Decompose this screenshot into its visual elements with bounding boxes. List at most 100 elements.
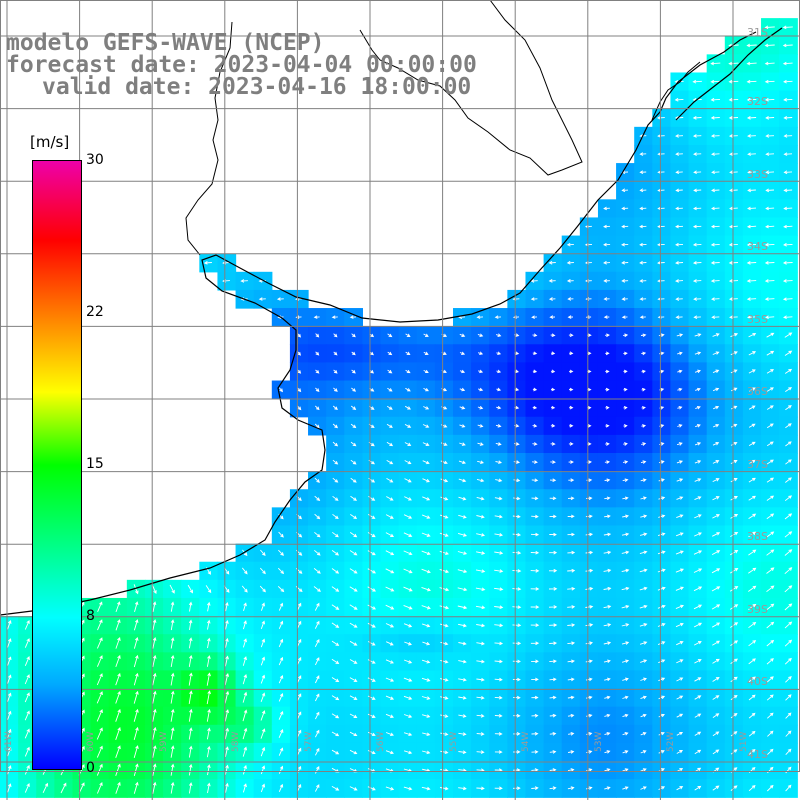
wind-arrow	[422, 460, 430, 465]
wind-arrow	[712, 695, 720, 700]
wind-arrow	[385, 732, 394, 737]
wind-arrow	[568, 460, 574, 464]
wind-arrow	[567, 695, 575, 700]
wind-arrow	[385, 677, 395, 682]
wind-arrow	[349, 315, 357, 319]
wind-arrow	[494, 677, 503, 682]
wind-arrow	[567, 786, 575, 790]
wind-arrow	[603, 641, 612, 645]
wind-arrow	[784, 549, 793, 556]
wind-arrow	[728, 61, 739, 66]
wind-arrow	[386, 405, 393, 410]
wind-arrow	[621, 568, 630, 573]
wind-arrow	[640, 768, 647, 772]
wind-arrow	[476, 514, 485, 519]
wind-arrow	[657, 550, 666, 555]
wind-arrow	[585, 786, 593, 790]
wind-arrow	[782, 297, 793, 301]
wind-arrow	[314, 675, 320, 684]
wind-arrow	[711, 297, 720, 301]
wind-arrow	[459, 387, 466, 392]
wind-arrow	[657, 568, 666, 573]
wind-arrow	[729, 170, 738, 175]
wind-arrow	[477, 442, 484, 446]
wind-arrow	[278, 549, 284, 556]
wind-arrow	[784, 495, 793, 502]
wind-arrow	[152, 745, 157, 758]
wind-arrow	[188, 690, 193, 704]
wind-arrow	[693, 568, 703, 573]
wind-arrow	[585, 568, 594, 573]
wind-arrow	[782, 43, 793, 48]
wind-arrow	[585, 641, 593, 645]
wind-arrow	[766, 549, 775, 556]
wind-arrow	[188, 763, 193, 776]
wind-arrow	[421, 550, 431, 556]
wind-arrow	[405, 369, 411, 374]
wind-arrow	[385, 659, 394, 664]
wind-arrow	[476, 786, 485, 791]
wind-arrow	[115, 763, 121, 776]
wind-arrow	[513, 478, 521, 483]
wind-arrow	[710, 116, 720, 120]
wind-arrow	[170, 672, 175, 686]
wind-arrow	[531, 768, 539, 772]
wind-arrow	[730, 622, 739, 628]
wind-arrow	[115, 654, 121, 668]
wind-arrow	[495, 442, 502, 446]
wind-arrow	[712, 460, 720, 464]
wind-arrow	[623, 442, 628, 446]
wind-arrow	[567, 532, 575, 537]
wind-arrow	[569, 405, 574, 410]
wind-arrow	[495, 460, 503, 464]
longitude-label: 55W	[449, 731, 459, 752]
wind-arrow	[692, 261, 702, 265]
wind-arrow	[550, 442, 556, 446]
wind-arrow	[676, 750, 684, 754]
wind-arrow	[603, 315, 610, 319]
wind-arrow	[259, 585, 266, 593]
wind-arrow	[693, 297, 702, 301]
wind-arrow	[657, 260, 665, 265]
wind-arrow	[277, 585, 285, 593]
colorbar-tick: 30	[86, 152, 104, 168]
wind-arrow	[458, 496, 467, 501]
title-valid-date: valid date: 2023-04-16 18:00:00	[42, 74, 472, 100]
wind-arrow	[495, 424, 502, 428]
wind-arrow	[712, 514, 720, 519]
wind-arrow	[422, 496, 431, 501]
wind-arrow	[115, 745, 121, 758]
wind-arrow	[605, 405, 610, 410]
wind-arrow	[242, 691, 248, 703]
wind-arrow	[730, 658, 738, 664]
wind-arrow	[568, 750, 575, 754]
wind-arrow	[532, 333, 538, 337]
wind-arrow	[694, 659, 702, 664]
wind-arrow	[585, 514, 593, 519]
wind-arrow	[748, 694, 756, 701]
wind-arrow	[24, 710, 30, 721]
longitude-label: 51W	[739, 731, 749, 752]
wind-arrow	[531, 496, 539, 501]
wind-arrow	[314, 657, 320, 666]
wind-arrow	[548, 568, 558, 573]
wind-arrow	[658, 750, 665, 754]
wind-arrow	[331, 604, 340, 610]
wind-arrow	[658, 496, 666, 500]
wind-arrow	[458, 696, 467, 700]
wind-arrow	[476, 641, 485, 646]
wind-arrow	[225, 637, 229, 648]
wind-arrow	[385, 514, 394, 519]
wind-arrow	[764, 25, 775, 30]
wind-arrow	[367, 750, 376, 755]
wind-arrow	[676, 460, 684, 464]
wind-arrow	[785, 387, 792, 392]
wind-arrow	[7, 783, 12, 793]
wind-arrow	[746, 79, 757, 84]
wind-arrow	[532, 423, 538, 428]
wind-arrow	[152, 654, 157, 668]
wind-arrow	[7, 746, 12, 757]
wind-arrow	[512, 551, 522, 555]
wind-arrow	[224, 655, 229, 667]
wind-arrow	[440, 732, 449, 736]
